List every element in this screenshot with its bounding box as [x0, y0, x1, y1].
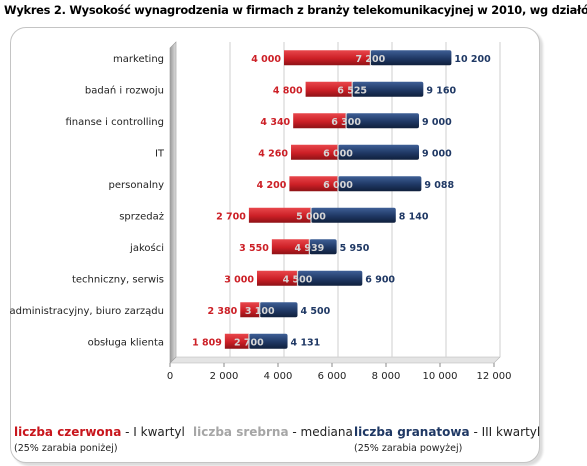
q1-value-label: 4 800 [273, 85, 303, 96]
x-tick-label: 8 000 [372, 371, 401, 382]
category-label: badań i rozwoju [85, 84, 164, 96]
q1-value-label: 1 809 [192, 337, 222, 348]
legend-q1: liczba czerwona - I kwartyl (25% zarabia… [14, 425, 185, 454]
q3-value-label: 9 088 [424, 180, 454, 191]
legend-q3-desc: - III kwartyl [473, 425, 541, 439]
q1-value-label: 2 700 [216, 211, 246, 222]
x-tick-label: 10 000 [423, 371, 458, 382]
legend-q3-name: liczba granatowa [354, 425, 470, 439]
x-tick-label: 4 000 [264, 371, 293, 382]
q3-value-label: 5 950 [340, 243, 370, 254]
x-tick-label: 12 000 [477, 371, 512, 382]
bar-q1-median [271, 239, 310, 255]
category-label: jakości [129, 242, 164, 254]
category-label: sprzedaż [119, 211, 164, 222]
legend-q1-name: liczba czerwona [14, 425, 122, 439]
bar-median-q3 [248, 333, 288, 349]
bar-median-q3 [338, 176, 422, 192]
chart-left-wall [169, 41, 177, 364]
q1-value-label: 2 380 [208, 306, 238, 317]
q1-value-label: 3 000 [224, 274, 254, 285]
category-label: administracyjny, biuro zarządu [10, 306, 165, 317]
category-label: marketing [113, 54, 164, 65]
bar-q1-median [284, 50, 371, 66]
bar-median-q3 [370, 50, 452, 66]
median-value-label: 6 525 [337, 85, 367, 96]
median-value-label: 6 300 [331, 117, 361, 128]
q1-value-label: 3 550 [239, 243, 269, 254]
bar-q1-median [305, 81, 353, 97]
q3-value-label: 8 140 [399, 211, 429, 222]
q3-value-label: 4 500 [301, 306, 331, 317]
median-value-label: 7 200 [356, 54, 386, 65]
category-label: techniczny, serwis [72, 274, 164, 285]
bar-q1-median [293, 113, 347, 129]
chart-floor [169, 356, 501, 364]
bar-q1-median [248, 207, 311, 223]
x-tick-label: 6 000 [318, 371, 347, 382]
legend-median: liczba srebrna - mediana [193, 425, 353, 439]
legend-q3: liczba granatowa - III kwartyl (25% zara… [354, 425, 540, 454]
q3-value-label: 4 131 [291, 337, 321, 348]
median-value-label: 6 000 [323, 180, 353, 191]
q1-value-label: 4 000 [251, 54, 281, 65]
legend-median-name: liczba srebrna [193, 425, 289, 439]
chart-title: Wykres 2. Wysokość wynagrodzenia w firma… [4, 3, 587, 17]
median-value-label: 6 000 [323, 148, 353, 159]
q1-value-label: 4 340 [260, 117, 290, 128]
median-value-label: 2 700 [234, 337, 264, 348]
x-tick-label: 2 000 [210, 371, 239, 382]
q3-value-label: 10 200 [454, 54, 491, 65]
bar-q1-median [291, 144, 338, 160]
bar-median-q3 [352, 81, 424, 97]
bar-median-q3 [297, 270, 363, 286]
bar-median-q3 [346, 113, 419, 129]
q3-value-label: 9 000 [422, 148, 452, 159]
median-value-label: 5 000 [296, 211, 326, 222]
median-value-label: 4 939 [294, 243, 324, 254]
x-tick-label: 0 [167, 371, 173, 382]
category-label: IT [155, 148, 165, 159]
bar-q1-median [240, 302, 260, 318]
bar-q1-median [289, 176, 338, 192]
median-value-label: 3 100 [245, 306, 275, 317]
category-label: personalny [109, 180, 165, 191]
bar-q1-median [257, 270, 298, 286]
bar-median-q3 [259, 302, 298, 318]
legend-q1-note: (25% zarabia poniżej) [14, 443, 118, 454]
q1-value-label: 4 260 [258, 148, 288, 159]
legend-q1-desc: - I kwartyl [125, 425, 185, 439]
category-label: obsługa klienta [88, 337, 164, 348]
bar-median-q3 [309, 239, 337, 255]
category-label: finanse i controlling [65, 117, 164, 128]
q3-value-label: 6 900 [365, 274, 395, 285]
bar-median-q3 [311, 207, 396, 223]
bar-median-q3 [338, 144, 419, 160]
q1-value-label: 4 200 [257, 180, 287, 191]
legend-q3-note: (25% zarabia powyżej) [354, 443, 463, 454]
bar-q1-median [224, 333, 249, 349]
median-value-label: 4 500 [283, 274, 313, 285]
q3-value-label: 9 160 [426, 85, 456, 96]
legend-median-desc: - mediana [292, 425, 353, 439]
q3-value-label: 9 000 [422, 117, 452, 128]
